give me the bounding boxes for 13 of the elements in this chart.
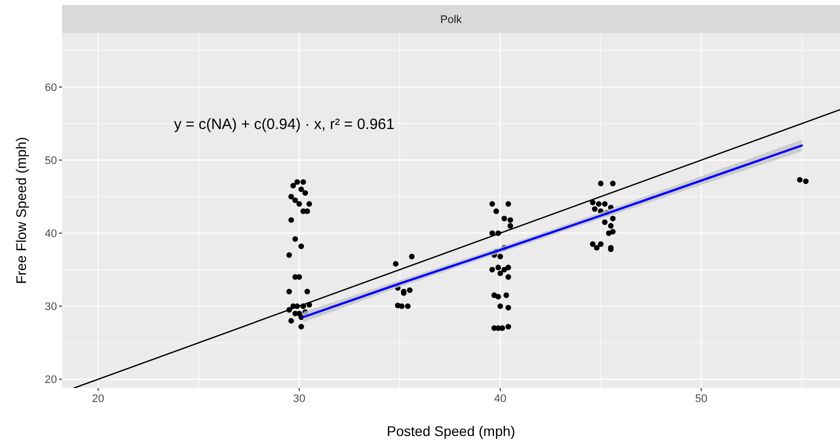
y-tick-label: 60 bbox=[44, 82, 57, 94]
x-tick-label: 30 bbox=[293, 393, 306, 405]
y-tick-label: 50 bbox=[44, 155, 57, 168]
x-tick-label: 50 bbox=[695, 393, 708, 405]
y-axis-title: Free Flow Speed (mph) bbox=[13, 136, 29, 284]
y-tick-label: 40 bbox=[44, 228, 57, 240]
chart-title: Polk bbox=[440, 14, 462, 26]
x-tick-label: 40 bbox=[494, 393, 506, 405]
annotation: y = c(NA) + c(0.94) · x, r² = 0.961 bbox=[174, 116, 394, 133]
y-tick-label: 20 bbox=[44, 374, 57, 386]
y-tick-label: 30 bbox=[44, 301, 57, 314]
x-axis-title: Posted Speed (mph) bbox=[386, 423, 516, 439]
x-tick-label: 20 bbox=[92, 393, 104, 405]
